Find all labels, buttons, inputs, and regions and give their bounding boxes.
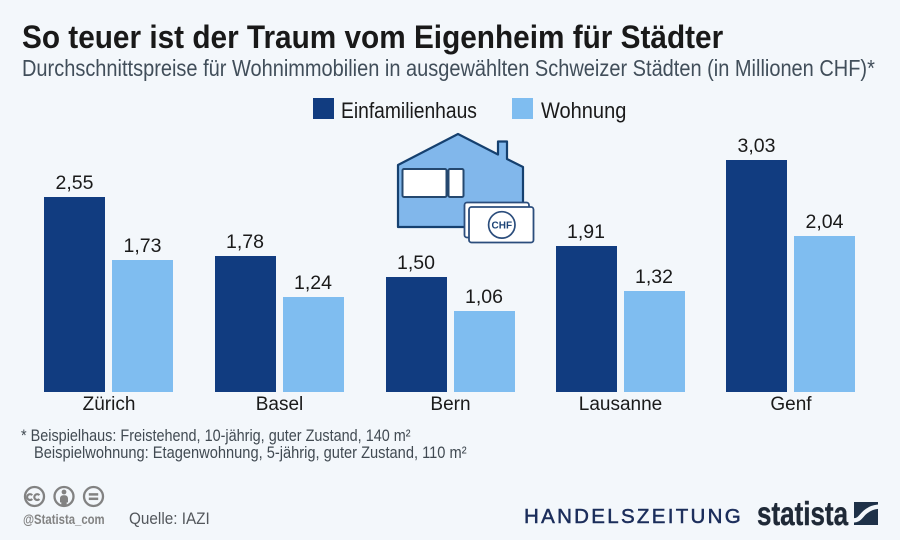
svg-text:CHF: CHF bbox=[492, 221, 513, 232]
